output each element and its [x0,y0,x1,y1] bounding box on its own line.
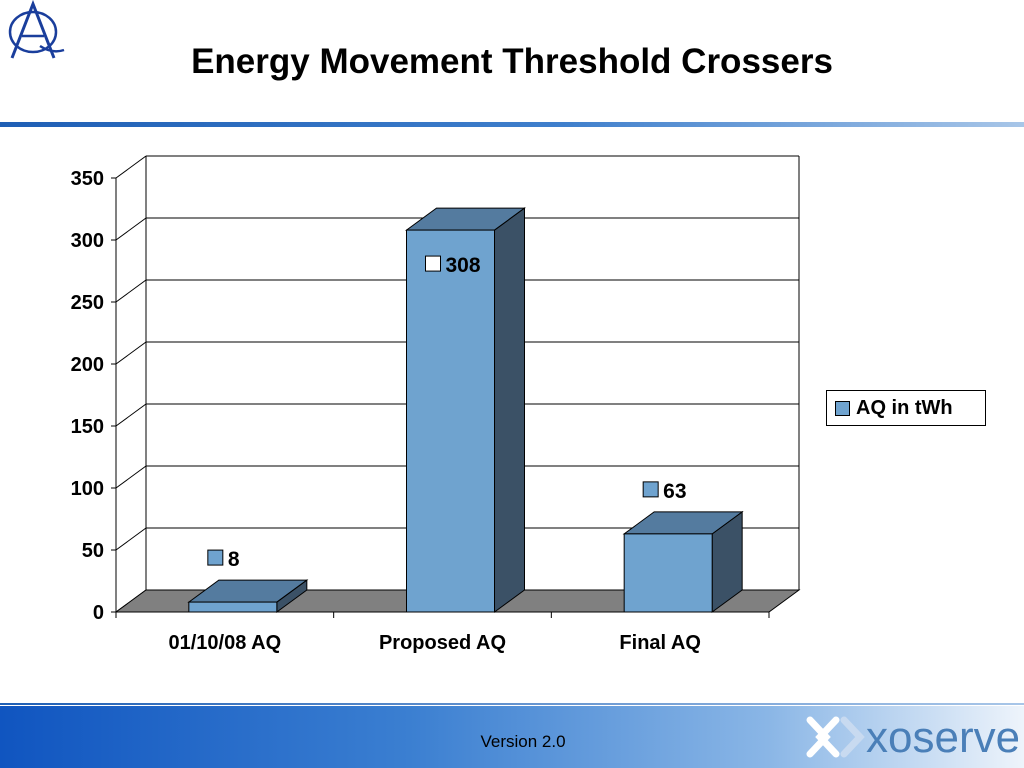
footer-rule [0,703,1024,705]
y-tick-label: 100 [71,478,104,500]
y-tick-label: 0 [93,602,104,624]
wall-gridline [115,217,147,241]
x-tick-label: 01/10/08 AQ [168,632,281,654]
header-rule [0,122,1024,127]
wall-gridline [115,527,147,551]
x-tick-label: Proposed AQ [379,632,506,654]
footer-band [0,706,1024,768]
wall-gridline [115,341,147,365]
bar-chart: 0 50 100 150 200 250 300 350 8 01/10/08 AQ 308 Prop… [71,155,801,654]
wall-gridline [115,155,147,179]
bar [406,229,495,613]
y-tick-label: 300 [71,230,104,252]
bar [623,533,713,613]
legend-label: AQ in tWh [856,396,953,419]
data-label: 308 [446,254,481,277]
bar [188,601,278,613]
y-tick-label: 150 [71,416,104,438]
data-label-swatch [207,549,224,566]
xoserve-logo: xoserve [806,713,1018,762]
legend-swatch [835,400,850,416]
bar-side [494,207,525,613]
y-tick-label: 50 [82,540,104,562]
y-tick-label: 250 [71,292,104,314]
wall-gridline [115,465,147,489]
data-label-swatch [642,481,659,498]
data-label: 63 [663,480,686,503]
slide-title: Energy Movement Threshold Crossers [191,42,833,81]
a-q-monogram-icon [8,0,65,59]
y-tick-label: 350 [71,168,104,190]
x-tick-label: Final AQ [619,632,700,654]
data-label-swatch [425,255,441,272]
y-tick-label: 200 [71,354,104,376]
brand-text: xoserve [866,713,1018,762]
wall-gridline [115,279,147,303]
version-label: Version 2.0 [480,732,566,751]
wall-gridline [115,403,147,427]
chart-legend: AQ in tWh [826,390,986,426]
data-label: 8 [228,548,240,571]
